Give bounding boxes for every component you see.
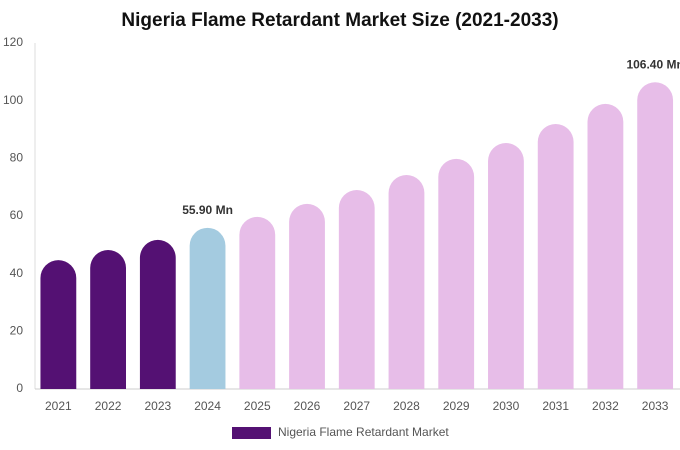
y-tick-label: 60 [10,208,24,222]
x-tick-label: 2028 [393,399,420,413]
data-label: 55.90 Mn [182,203,233,217]
bar [587,103,624,390]
chart-title: Nigeria Flame Retardant Market Size (202… [121,10,558,31]
y-tick-label: 100 [3,93,23,107]
bar [90,250,126,389]
y-tick-label: 20 [10,324,24,338]
legend-swatch [232,427,271,439]
bar [139,239,176,389]
y-tick-label: 0 [16,381,23,395]
x-tick-label: 2032 [592,399,619,413]
y-tick-label: 40 [10,266,24,280]
bar [637,82,674,390]
x-tick-label: 2024 [194,399,221,413]
x-tick-label: 2021 [45,399,72,413]
legend-label: Nigeria Flame Retardant Market [278,425,449,439]
bar [537,124,574,389]
x-tick-label: 2027 [343,399,370,413]
bar [488,143,524,389]
bar [438,158,475,389]
y-tick-label: 80 [10,151,24,165]
x-tick-label: 2023 [144,399,171,413]
x-tick-label: 2030 [493,399,520,413]
data-label: 106.40 Mn [626,57,680,71]
x-tick-label: 2029 [443,399,470,413]
x-tick-label: 2033 [642,399,669,413]
bar [239,216,276,389]
x-tick-label: 2025 [244,399,271,413]
x-tick-label: 2031 [542,399,569,413]
bar [189,227,226,389]
bar [40,260,77,389]
bar [289,203,325,389]
bar [388,175,425,389]
x-tick-label: 2026 [294,399,321,413]
y-tick-label: 120 [3,35,23,49]
bar [338,190,375,389]
x-tick-label: 2022 [95,399,122,413]
